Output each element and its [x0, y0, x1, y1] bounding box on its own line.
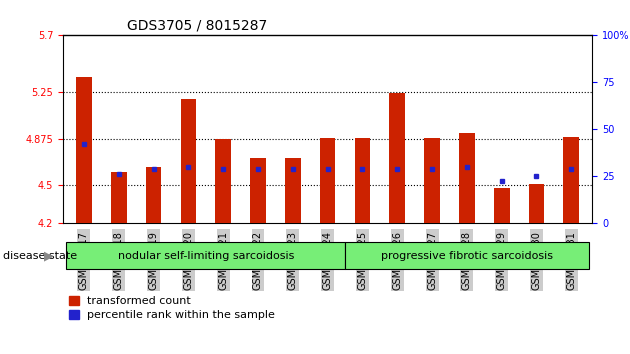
- Bar: [563, 137, 579, 223]
- Bar: [529, 184, 544, 223]
- Text: progressive fibrotic sarcoidosis: progressive fibrotic sarcoidosis: [381, 251, 553, 261]
- Text: nodular self-limiting sarcoidosis: nodular self-limiting sarcoidosis: [118, 251, 294, 261]
- Text: disease state: disease state: [3, 251, 77, 261]
- Bar: [285, 158, 301, 223]
- Text: GDS3705 / 8015287: GDS3705 / 8015287: [127, 19, 266, 33]
- FancyBboxPatch shape: [67, 242, 345, 269]
- FancyBboxPatch shape: [345, 242, 588, 269]
- Bar: [320, 138, 335, 223]
- Text: ▶: ▶: [44, 249, 54, 262]
- Bar: [424, 138, 440, 223]
- Bar: [111, 172, 127, 223]
- Bar: [355, 138, 370, 223]
- Bar: [494, 188, 510, 223]
- Bar: [389, 93, 405, 223]
- Bar: [459, 133, 474, 223]
- Bar: [181, 99, 196, 223]
- Bar: [215, 138, 231, 223]
- Bar: [76, 77, 92, 223]
- Bar: [250, 158, 266, 223]
- Bar: [146, 167, 161, 223]
- Legend: transformed count, percentile rank within the sample: transformed count, percentile rank withi…: [69, 296, 275, 320]
